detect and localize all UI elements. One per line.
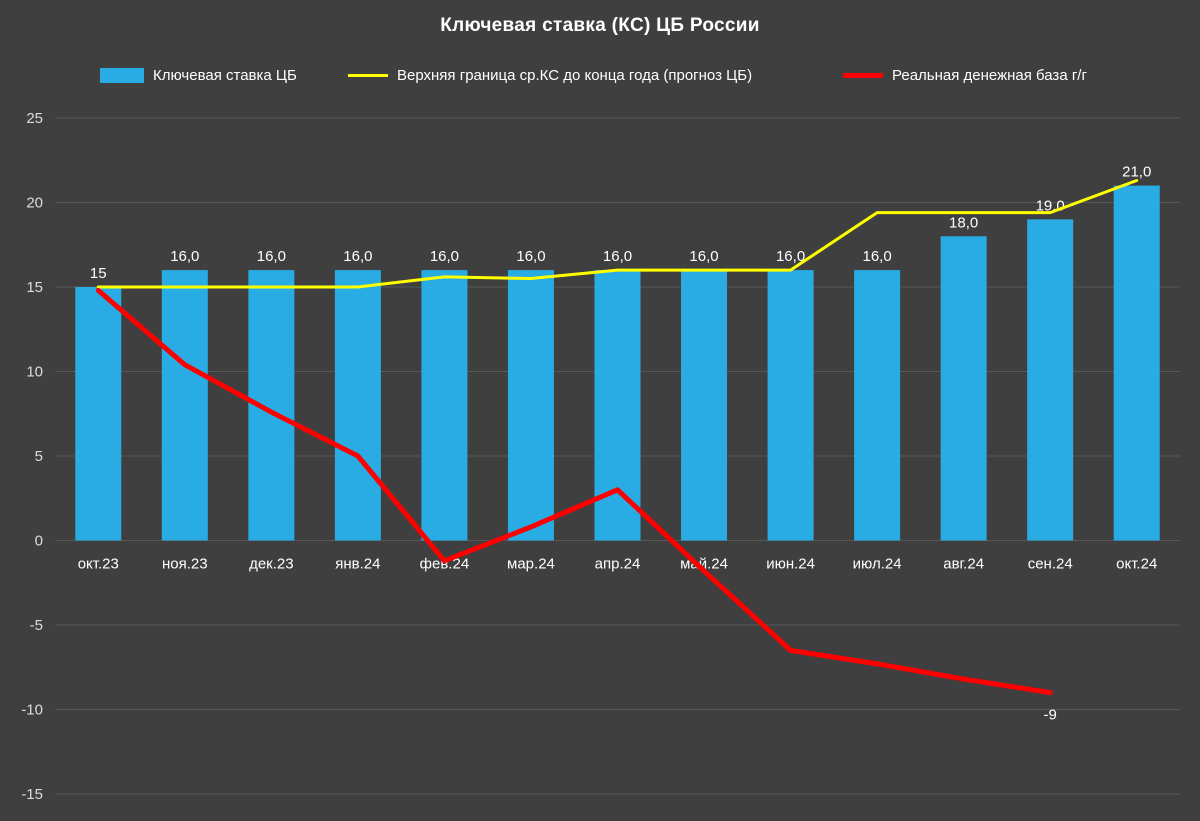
bar-май.24 [681, 270, 728, 541]
x-category-label: окт.24 [1116, 556, 1157, 573]
bar-апр.24 [594, 270, 641, 541]
x-category-label: фев.24 [420, 556, 470, 573]
bar-фев.24 [421, 270, 468, 541]
bar-мар.24 [507, 270, 554, 541]
legend-label-money-base: Реальная денежная база г/г [892, 66, 1087, 84]
bar-value-label: 16,0 [516, 248, 545, 265]
bar-series-swatch-icon [100, 67, 144, 83]
bar-окт.24 [1113, 185, 1160, 541]
bar-value-label: 16,0 [343, 248, 372, 265]
bar-ноя.23 [161, 270, 208, 541]
y-tick-label: 0 [35, 533, 43, 550]
x-category-label: дек.23 [249, 556, 294, 573]
bar-value-label: 16,0 [603, 248, 632, 265]
bar-value-label: 16,0 [689, 248, 718, 265]
bar-июн.24 [767, 270, 814, 541]
bar-value-label: 18,0 [949, 214, 978, 231]
x-category-label: ноя.23 [162, 556, 208, 573]
bar-сен.24 [1027, 219, 1074, 541]
x-category-label: июл.24 [853, 556, 902, 573]
money-base-line-swatch-icon [843, 72, 883, 78]
series-line-money-base [95, 287, 1053, 696]
x-category-label: июн.24 [766, 556, 815, 573]
legend-item-key-rate: Ключевая ставка ЦБ [100, 63, 297, 87]
line-end-value-label: -9 [1044, 707, 1057, 724]
y-tick-label: 20 [26, 195, 43, 212]
y-tick-label: 25 [26, 110, 43, 127]
x-category-label: янв.24 [335, 556, 380, 573]
x-category-label: авг.24 [943, 556, 984, 573]
chart-title: Ключевая ставка (КС) ЦБ России [440, 15, 760, 36]
y-tick-label: 5 [35, 448, 43, 465]
x-category-label: сен.24 [1028, 556, 1073, 573]
legend-label-forecast: Верхняя граница ср.КС до конца года (про… [397, 66, 753, 84]
bar-value-label: 21,0 [1122, 164, 1151, 181]
legend-label-key-rate: Ключевая ставка ЦБ [153, 66, 297, 84]
y-tick-label: 10 [26, 364, 43, 381]
x-category-label: мар.24 [507, 556, 555, 573]
series-line-forecast [96, 179, 1139, 289]
bar-value-label: 15 [90, 265, 107, 282]
bar-value-label: 16,0 [776, 248, 805, 265]
bar-авг.24 [940, 236, 987, 541]
y-tick-label: -10 [21, 702, 43, 719]
legend: Ключевая ставка ЦБ Верхняя граница ср.КС… [0, 63, 1200, 87]
bar-value-label: 16,0 [170, 248, 199, 265]
bar-value-label: 16,0 [257, 248, 286, 265]
bar-value-label: 16,0 [863, 248, 892, 265]
x-category-label: апр.24 [595, 556, 641, 573]
bar-июл.24 [854, 270, 901, 541]
legend-item-forecast: Верхняя граница ср.КС до конца года (про… [348, 63, 752, 87]
bar-value-label: 16,0 [430, 248, 459, 265]
y-tick-label: -5 [30, 617, 43, 634]
legend-item-money-base: Реальная денежная база г/г [843, 63, 1087, 87]
bar-янв.24 [334, 270, 381, 541]
y-tick-label: 15 [26, 279, 43, 296]
x-category-label: окт.23 [78, 556, 119, 573]
y-tick-label: -15 [21, 786, 43, 803]
bar-окт.23 [75, 287, 122, 541]
forecast-line-swatch-icon [348, 73, 388, 77]
